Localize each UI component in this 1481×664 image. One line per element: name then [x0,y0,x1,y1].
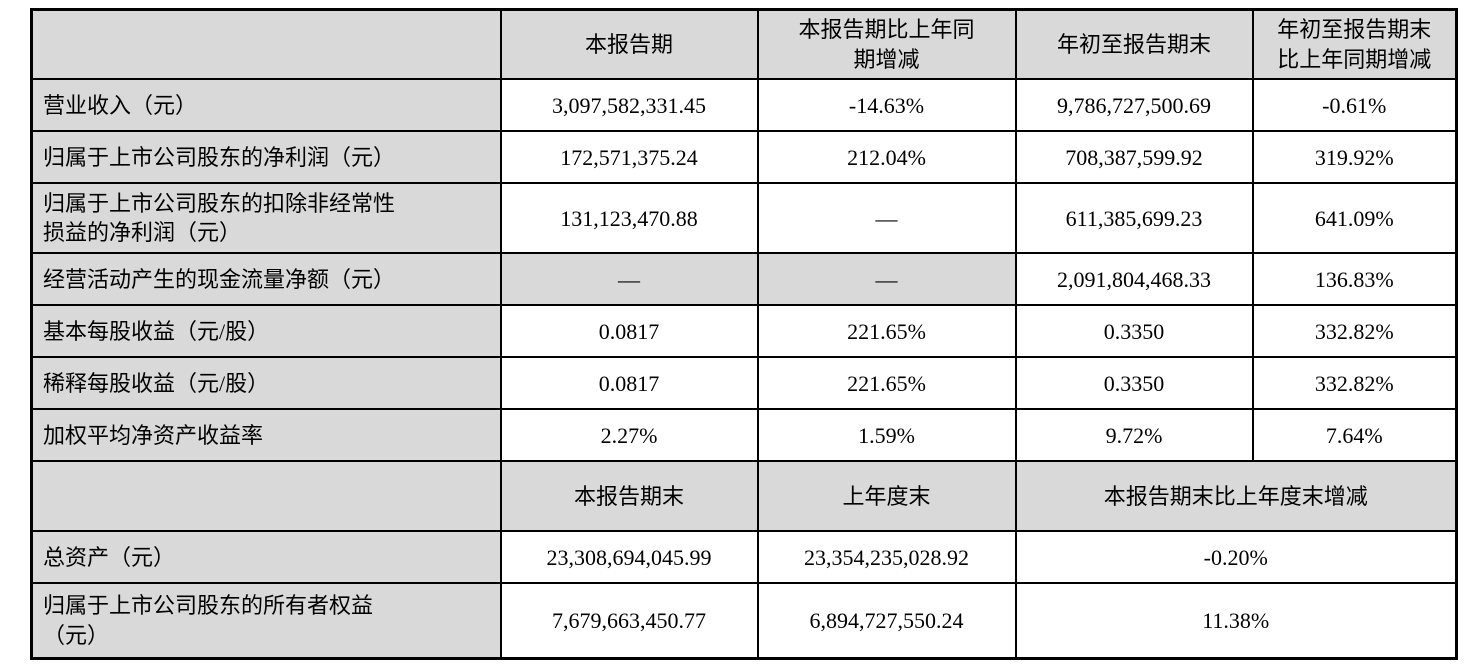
row-label: 归属于上市公司股东的净利润（元） [30,130,502,185]
cell-current-period: 2.27% [499,408,759,463]
table-header-row: 本报告期 本报告期比上年同 期增减 年初至报告期末 年初至报告期末 比上年同期增… [30,8,1458,81]
subheader-prev-year-end: 上年度末 [756,460,1017,533]
cell-ytd-yoy: 332.82% [1251,304,1458,359]
row-label: 营业收入（元） [30,78,502,133]
row-label: 归属于上市公司股东的所有者权益 （元） [30,582,502,660]
cell-ytd: 0.3350 [1014,356,1254,411]
cell-ytd: 611,385,699.23 [1014,182,1254,255]
cell-change: 11.38% [1014,582,1458,660]
cell-current-period: 3,097,582,331.45 [499,78,759,133]
cell-current-period-yoy: — [756,252,1017,307]
row-label: 归属于上市公司股东的扣除非经常性 损益的净利润（元） [30,182,502,255]
table-row: 稀释每股收益（元/股） 0.0817 221.65% 0.3350 332.82… [30,356,1458,411]
table-row: 归属于上市公司股东的所有者权益 （元） 7,679,663,450.77 6,8… [30,582,1458,660]
cell-ytd: 9.72% [1014,408,1254,463]
cell-current-period-yoy: 221.65% [756,304,1017,359]
table-row: 加权平均净资产收益率 2.27% 1.59% 9.72% 7.64% [30,408,1458,463]
cell-prev-year-end: 23,354,235,028.92 [756,530,1017,585]
table-row: 营业收入（元） 3,097,582,331.45 -14.63% 9,786,7… [30,78,1458,133]
table-row: 基本每股收益（元/股） 0.0817 221.65% 0.3350 332.82… [30,304,1458,359]
header-corner-cell [30,8,502,81]
row-label: 稀释每股收益（元/股） [30,356,502,411]
cell-ytd-yoy: -0.61% [1251,78,1458,133]
row-label: 经营活动产生的现金流量净额（元） [30,252,502,307]
row-label: 总资产（元） [30,530,502,585]
cell-current-period-yoy: 221.65% [756,356,1017,411]
cell-current-period: 0.0817 [499,356,759,411]
subheader-period-end: 本报告期末 [499,460,759,533]
table-subheader-row: 本报告期末 上年度末 本报告期末比上年度末增减 [30,460,1458,533]
cell-current-period-yoy: 1.59% [756,408,1017,463]
cell-ytd: 2,091,804,468.33 [1014,252,1254,307]
row-label: 基本每股收益（元/股） [30,304,502,359]
cell-current-period-yoy: 212.04% [756,130,1017,185]
cell-ytd: 0.3350 [1014,304,1254,359]
header-ytd: 年初至报告期末 [1014,8,1254,81]
cell-current-period: 131,123,470.88 [499,182,759,255]
cell-current-period-yoy: — [756,182,1017,255]
cell-ytd-yoy: 641.09% [1251,182,1458,255]
key-financials-table: 本报告期 本报告期比上年同 期增减 年初至报告期末 年初至报告期末 比上年同期增… [30,8,1458,660]
cell-period-end: 23,308,694,045.99 [499,530,759,585]
table-row: 归属于上市公司股东的净利润（元） 172,571,375.24 212.04% … [30,130,1458,185]
cell-period-end: 7,679,663,450.77 [499,582,759,660]
cell-ytd-yoy: 7.64% [1251,408,1458,463]
cell-current-period: 0.0817 [499,304,759,359]
table-row: 归属于上市公司股东的扣除非经常性 损益的净利润（元） 131,123,470.8… [30,182,1458,255]
cell-ytd-yoy: 319.92% [1251,130,1458,185]
cell-ytd-yoy: 332.82% [1251,356,1458,411]
table-row: 经营活动产生的现金流量净额（元） — — 2,091,804,468.33 13… [30,252,1458,307]
cell-prev-year-end: 6,894,727,550.24 [756,582,1017,660]
cell-current-period-yoy: -14.63% [756,78,1017,133]
subheader-change: 本报告期末比上年度末增减 [1014,460,1458,533]
row-label: 加权平均净资产收益率 [30,408,502,463]
table-row: 总资产（元） 23,308,694,045.99 23,354,235,028.… [30,530,1458,585]
subheader-corner-cell [30,460,502,533]
cell-ytd: 708,387,599.92 [1014,130,1254,185]
cell-current-period: 172,571,375.24 [499,130,759,185]
cell-change: -0.20% [1014,530,1458,585]
header-current-period: 本报告期 [499,8,759,81]
header-ytd-yoy: 年初至报告期末 比上年同期增减 [1251,8,1458,81]
header-current-period-yoy: 本报告期比上年同 期增减 [756,8,1017,81]
cell-ytd: 9,786,727,500.69 [1014,78,1254,133]
cell-ytd-yoy: 136.83% [1251,252,1458,307]
cell-current-period: — [499,252,759,307]
